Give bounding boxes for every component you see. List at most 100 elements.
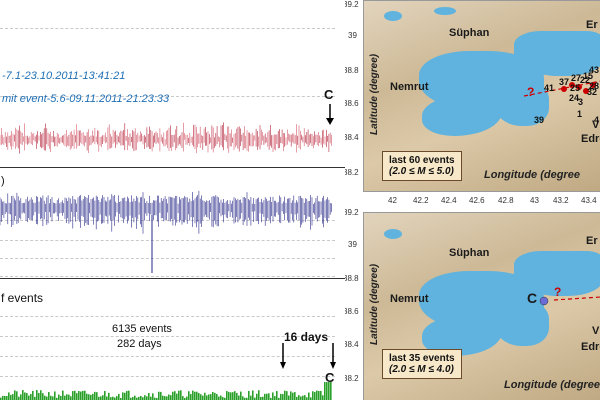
histogram-bar: [98, 396, 100, 400]
histogram-bar: [288, 395, 290, 400]
gridline: [0, 240, 335, 241]
gridline: [0, 276, 335, 277]
histogram-bar: [36, 390, 38, 400]
gridline: [0, 28, 335, 29]
histogram-bar: [220, 395, 222, 400]
histogram-bar: [86, 393, 88, 400]
histogram-bar: [64, 395, 66, 400]
histogram-bar: [48, 392, 50, 400]
histogram-bar: [72, 391, 74, 400]
lat-tick: 38.8: [345, 274, 359, 283]
histogram-bar: [114, 397, 116, 400]
histogram-bar: [234, 391, 236, 400]
histogram-bar: [298, 395, 300, 400]
histogram-bar: [42, 393, 44, 400]
histogram-bar: [216, 394, 218, 400]
histogram-bar: [4, 395, 6, 400]
histogram-bar: [158, 391, 160, 400]
histogram-bar: [46, 396, 48, 400]
histogram-bar: [214, 392, 216, 400]
histogram-bar: [116, 396, 118, 400]
gridline: [0, 336, 335, 337]
histogram-bar: [50, 395, 52, 400]
histogram-bar: [76, 393, 78, 400]
histogram-bar: [32, 390, 34, 400]
place-van: V: [592, 119, 600, 131]
place-nemrut: Nemrut: [390, 81, 429, 93]
time-series-panels: -7.1-23.10.2011-13:41:21 mit event-5.6-0…: [0, 28, 345, 400]
histogram-bar: [274, 396, 276, 400]
histogram-bar: [82, 390, 84, 400]
event-number: 15: [583, 71, 594, 81]
small-lake: [434, 7, 456, 15]
gridline: [0, 96, 335, 97]
histogram-bar: [30, 394, 32, 400]
histogram-bar: [38, 392, 40, 400]
histogram-bar: [308, 392, 310, 400]
histogram-bar: [128, 390, 130, 400]
event-number: 32: [587, 87, 598, 97]
lon-axis-label: Longitude (degree: [484, 169, 580, 181]
histogram-bar: [278, 397, 280, 400]
histogram-bar: [226, 391, 228, 400]
top-map: Süphan Nemrut Er V Edre ? 41 37 27 22 43…: [363, 0, 600, 192]
red-trace-lines: [0, 122, 332, 154]
histogram-bar: [140, 395, 142, 400]
histogram-bar: [174, 391, 176, 400]
place-ercis: Er: [586, 235, 598, 247]
lake-body: [514, 251, 600, 296]
lon-tick: 43: [530, 196, 539, 205]
lon-tick: 42.4: [441, 196, 457, 205]
lat-tick: 39: [348, 31, 357, 40]
histogram-bar: [66, 394, 68, 400]
histogram-bar: [324, 382, 326, 400]
event-number: 1: [577, 109, 583, 119]
box-line2: (2.0 ≤ M ≤ 5.0): [389, 166, 454, 177]
histogram-bar: [110, 397, 112, 400]
histogram-bar: [276, 391, 278, 400]
histogram-bar: [194, 391, 196, 400]
histogram-bar: [252, 390, 254, 400]
histogram-bar: [152, 393, 154, 400]
gridline: [0, 220, 335, 221]
histogram-bar: [54, 391, 56, 400]
panel-separator: [0, 278, 345, 279]
event-number: 28: [589, 81, 600, 91]
histogram-bar: [268, 393, 270, 400]
histogram-bar: [22, 390, 24, 400]
histogram-bar: [286, 391, 288, 400]
histogram-bar: [272, 392, 274, 400]
histogram-bars: [0, 382, 332, 400]
place-nemrut: Nemrut: [390, 293, 429, 305]
lon-tick: 42.8: [498, 196, 514, 205]
histogram-bar: [170, 395, 172, 400]
event-number: 22: [580, 75, 591, 85]
histogram-bar: [74, 390, 76, 400]
histogram-bar: [296, 396, 298, 400]
histogram-bar: [80, 391, 82, 400]
event-number: 25: [570, 83, 581, 93]
histogram-bar: [90, 394, 92, 400]
histogram-bar: [148, 392, 150, 400]
histogram-bar: [142, 397, 144, 400]
histogram-bar: [108, 392, 110, 400]
histogram-bar: [8, 392, 10, 400]
lat-tick: 38.6: [345, 99, 359, 108]
histogram-bar: [12, 394, 14, 400]
histogram-bar: [44, 395, 46, 400]
histogram-bar: [320, 390, 322, 400]
bracket-icon: [280, 343, 336, 369]
histogram-bar: [250, 395, 252, 400]
lon-tick: 42: [388, 196, 397, 205]
lon-tick: 43.4: [581, 196, 597, 205]
histogram-bar: [10, 394, 12, 400]
marker-c-bottom: C: [325, 370, 335, 385]
histogram-bar: [290, 391, 292, 400]
histogram-bar: [246, 397, 248, 400]
lat-tick: 38.6: [345, 307, 359, 316]
histogram-bar: [176, 393, 178, 400]
histogram-bar: [70, 396, 72, 400]
place-edremit: Edre: [581, 341, 600, 353]
histogram-bar: [138, 396, 140, 400]
histogram-bar: [102, 395, 104, 400]
